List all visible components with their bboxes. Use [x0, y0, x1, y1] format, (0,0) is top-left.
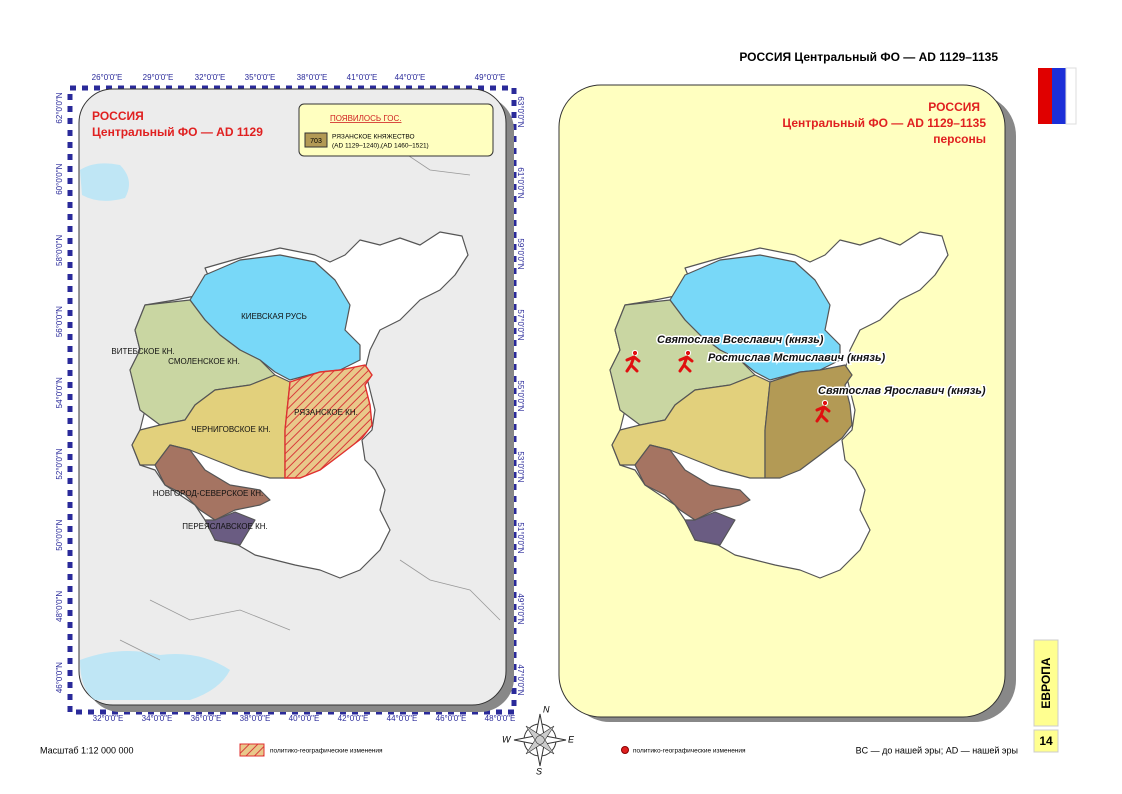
lon-label: 44°0'0"E: [387, 714, 418, 723]
region-tab: [1033, 639, 1059, 727]
lon-label: 46°0'0"E: [436, 714, 467, 723]
lat-label: 60°0'0"N: [55, 163, 64, 194]
lat-label: 52°0'0"N: [55, 448, 64, 479]
page-header: РОССИЯ Центральный ФО — AD 1129–1135: [739, 50, 998, 64]
map-subtitle: Центральный ФО — AD 1129: [92, 125, 263, 139]
lat-label: 48°0'0"N: [55, 591, 64, 622]
compass-label: N: [543, 704, 550, 714]
legend-hatch-swatch: [239, 743, 265, 757]
lat-label: 61°0'0"N: [516, 167, 525, 198]
person-icon: [625, 349, 641, 373]
lat-label: 57°0'0"N: [516, 309, 525, 340]
legend-swatch: [304, 132, 328, 148]
legend-heading: ПОЯВИЛОСЬ ГОС.: [330, 114, 402, 123]
era-note: BC — до нашей эры; AD — нашей эры: [856, 745, 1018, 755]
lat-label: 54°0'0"N: [55, 377, 64, 408]
lon-label: 40°0'0"E: [289, 714, 320, 723]
person-name: Ростислав Мстиславич (князь): [708, 352, 886, 364]
map-title: РОССИЯ: [92, 109, 144, 123]
map-title: РОССИЯ: [928, 100, 980, 114]
legend-hatch-text: политико-географические изменения: [270, 748, 383, 755]
compass-rose: N W E S: [502, 704, 575, 776]
ryazan: [284, 364, 373, 479]
region-label: НОВГОРОД-СЕВЕРСКОЕ КН.: [153, 489, 264, 498]
pereyaslavl: [684, 511, 736, 546]
legend-period: (AD 1129–1240),(AD 1460–1521): [332, 143, 429, 150]
legend-code: 703: [310, 138, 322, 145]
lon-label: 48°0'0"E: [485, 714, 516, 723]
icon-head: [631, 349, 639, 357]
ryazan: [764, 364, 853, 479]
person-icon: [815, 399, 831, 423]
lon-label: 41°0'0"E: [347, 73, 378, 82]
lon-label: 26°0'0"E: [92, 73, 123, 82]
lat-label: 49°0'0"N: [516, 593, 525, 624]
lat-label: 47°0'0"N: [516, 664, 525, 695]
right-map: РОССИЯ Центральный ФО — AD 1129–1135 пер…: [558, 84, 1016, 722]
lon-label: 42°0'0"E: [338, 714, 369, 723]
novgorod-seversky: [634, 444, 751, 521]
lake: [80, 163, 129, 201]
lon-label: 34°0'0"E: [142, 714, 173, 723]
person-name: Святослав Всеславич (князь): [657, 334, 824, 346]
lat-label: 50°0'0"N: [55, 519, 64, 550]
map-subtitle: Центральный ФО — AD 1129–1135: [782, 116, 986, 130]
person-icon: [678, 349, 694, 373]
lon-label: 38°0'0"E: [240, 714, 271, 723]
lat-label: 59°0'0"N: [516, 238, 525, 269]
lon-label: 49°0'0"E: [475, 73, 506, 82]
lat-label: 62°0'0"N: [55, 92, 64, 123]
page-number-box: [1033, 729, 1059, 753]
pereyaslavl: [204, 511, 256, 546]
icon-body: [625, 355, 641, 373]
lat-label: 63°0'0"N: [516, 96, 525, 127]
lat-label: 55°0'0"N: [516, 380, 525, 411]
persons: Святослав Всеславич (князь) Ростислав Мст…: [625, 332, 987, 423]
compass-label: S: [536, 766, 542, 776]
graticule-labels: 26°0'0"E 29°0'0"E 32°0'0"E 35°0'0"E 38°0'0"E…: [55, 73, 525, 723]
lon-label: 29°0'0"E: [143, 73, 174, 82]
region-label: ВИТЕБСКОЕ КН.: [111, 347, 174, 356]
flag: [1038, 67, 1077, 125]
lon-label: 32°0'0"E: [195, 73, 226, 82]
region-label: РЯЗАНСКОЕ КН.: [294, 408, 358, 417]
legend-name: РЯЗАНСКОЕ КНЯЖЕСТВО: [332, 134, 415, 141]
icon-head: [684, 349, 692, 357]
legend-dot: [621, 746, 629, 754]
region-label: ПЕРЕЯСЛАВСКОЕ КН.: [182, 522, 268, 531]
lon-label: 32°0'0"E: [93, 714, 124, 723]
lat-label: 58°0'0"N: [55, 235, 64, 266]
left-map: РОССИЯ Центральный ФО — AD 1129 ПОЯВИЛОС…: [55, 73, 525, 723]
icon-body: [815, 405, 831, 423]
legend-dot-text: политико-географические изменения: [633, 748, 746, 755]
region-label: СМОЛЕНСКОЕ КН.: [168, 357, 240, 366]
icon-head: [821, 399, 829, 407]
lon-label: 38°0'0"E: [297, 73, 328, 82]
region-label: ЧЕРНИГОВСКОЕ КН.: [191, 425, 271, 434]
lat-label: 51°0'0"N: [516, 522, 525, 553]
region-label: КИЕВСКАЯ РУСЬ: [241, 312, 307, 321]
person-name: Святослав Ярославич (князь): [818, 385, 986, 397]
icon-body: [678, 355, 694, 373]
lon-label: 35°0'0"E: [245, 73, 276, 82]
map-note: персоны: [933, 132, 986, 146]
compass-label: W: [502, 734, 512, 744]
borders: [119, 119, 501, 661]
lat-label: 53°0'0"N: [516, 451, 525, 482]
sea: [80, 651, 230, 700]
compass-label: E: [568, 734, 575, 744]
page-number: 14: [1039, 734, 1053, 748]
legend-box: [298, 103, 494, 157]
novgorod-seversky: [154, 444, 271, 521]
region-tab-label: ЕВРОПА: [1039, 657, 1053, 708]
lon-label: 36°0'0"E: [191, 714, 222, 723]
lon-label: 44°0'0"E: [395, 73, 426, 82]
lat-label: 56°0'0"N: [55, 306, 64, 337]
lat-label: 46°0'0"N: [55, 662, 64, 693]
scale: Масштаб 1:12 000 000: [40, 745, 134, 755]
